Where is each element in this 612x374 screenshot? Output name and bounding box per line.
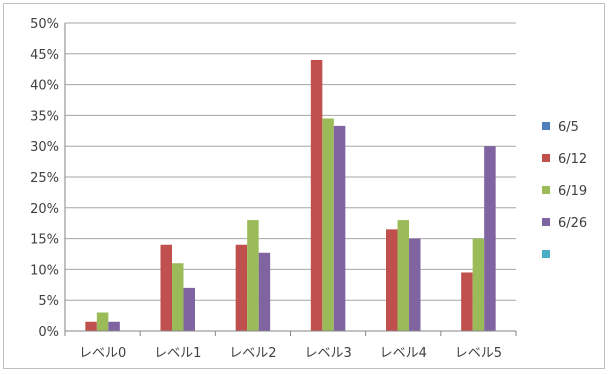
bar-6-12-3 [310,59,323,332]
bar-6-12-4 [386,229,398,331]
legend-label: 6/12 [558,152,587,167]
y-tick-label: 40% [30,79,59,94]
bar-6-19-4 [397,220,409,331]
bar-6-12-0 [85,321,97,331]
y-tick-label: 15% [30,233,59,248]
legend-swatch [542,154,550,162]
legend-label: 6/19 [558,184,587,199]
bar-6-12-2 [235,244,248,331]
y-tick-label: 25% [30,171,59,186]
x-category-label: レベル2 [229,346,276,361]
legend-swatch [542,122,550,130]
y-tick-label: 50% [30,17,59,32]
bars [85,59,496,332]
legend-swatch [542,186,550,194]
x-category-label: レベル1 [154,346,201,361]
chart-frame: 0% 5% 10% 15% 20% 25% 30% 35% 40% 45% 50% レベル0 レベル1… [3,3,605,369]
gridlines [65,22,516,332]
x-axis-categories: レベル0 レベル1 レベル2 レベル3 レベル4 レベル5 [79,346,502,361]
legend-label: 6/26 [558,216,587,231]
y-tick-label: 30% [30,140,59,155]
bar-6-26-2 [258,252,271,331]
y-tick-label: 5% [38,294,59,309]
legend-label: 6/5 [558,120,579,135]
x-category-label: レベル5 [455,346,502,361]
y-axis-ticks: 0% 5% 10% 15% 20% 25% 30% 35% 40% 45% 50% [30,17,59,340]
x-category-label: レベル3 [304,346,351,361]
legend-swatch [542,250,550,258]
bar-6-26-5 [484,146,496,331]
bar-6-19-5 [472,238,485,331]
bar-6-19-0 [96,312,109,331]
x-category-label: レベル4 [380,346,427,361]
x-category-label: レベル0 [79,346,126,361]
bar-6-19-3 [322,118,334,331]
bar-6-26-4 [409,238,421,331]
bar-chart: 0% 5% 10% 15% 20% 25% 30% 35% 40% 45% 50% レベル0 レベル1… [30,17,587,361]
bar-6-26-0 [108,321,120,331]
y-tick-label: 20% [30,202,59,217]
y-tick-label: 35% [30,109,59,124]
bar-6-26-1 [183,287,195,331]
legend-swatch [542,218,550,226]
bar-6-19-2 [247,220,259,331]
y-tick-label: 10% [30,263,59,278]
y-tick-label: 0% [38,325,59,340]
bar-6-12-1 [160,244,172,331]
bar-6-26-3 [333,125,346,331]
legend: 6/5 6/12 6/19 6/26 [542,120,587,258]
y-tick-label: 45% [30,48,59,63]
bar-6-19-1 [172,263,184,331]
axes [64,23,517,336]
bar-6-12-5 [461,272,473,331]
